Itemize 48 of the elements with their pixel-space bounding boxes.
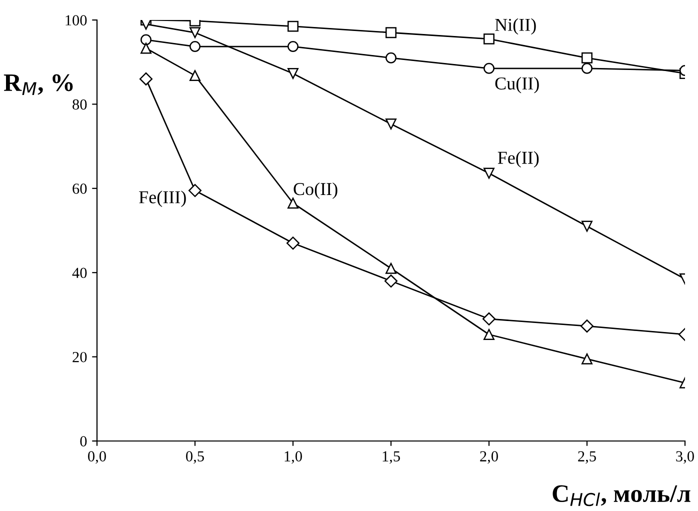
y-tick-label: 0: [80, 436, 87, 446]
point: [288, 198, 298, 209]
point: [190, 41, 200, 52]
point: [288, 20, 298, 32]
point: [386, 262, 396, 274]
y-tick-label: 100: [66, 15, 87, 26]
x-tick-label: 1,0: [284, 451, 302, 464]
y-tick-label: 20: [72, 352, 87, 362]
x-tick-label: 0,5: [186, 451, 204, 464]
point: [190, 27, 200, 38]
series-label: Fe(II): [498, 151, 539, 168]
series-label: Ni(II): [495, 18, 536, 35]
x-tick-label: 1,5: [382, 451, 400, 464]
point: [286, 236, 300, 250]
point: [484, 33, 494, 44]
point: [582, 353, 592, 364]
point: [482, 312, 496, 326]
point: [386, 27, 396, 38]
point: [580, 320, 594, 333]
point: [188, 184, 202, 198]
series-label: Fe(III): [139, 190, 186, 208]
y-tick-label: 40: [72, 268, 87, 278]
point: [484, 168, 494, 179]
point: [384, 274, 398, 288]
y-axis-title: R$_{M}$, %: [4, 74, 73, 95]
point: [288, 68, 298, 79]
point: [386, 118, 396, 130]
y-tick-label: 80: [72, 99, 87, 110]
series-label: Co(II): [294, 182, 338, 199]
x-axis-title: C$_{HCl}$, моль/л: [552, 485, 690, 506]
point: [288, 41, 298, 52]
point: [386, 52, 396, 64]
point: [140, 34, 152, 46]
point: [582, 220, 592, 232]
series-label: Cu(II): [495, 76, 539, 94]
point: [582, 62, 592, 74]
point: [582, 52, 592, 64]
point: [190, 70, 200, 82]
x-tick-label: 2,0: [480, 451, 498, 464]
x-tick-label: 2,5: [578, 451, 596, 464]
x-tick-label: 0,0: [88, 451, 106, 464]
y-tick-label: 60: [72, 184, 87, 194]
point: [140, 42, 152, 54]
x-tick-label: 3,0: [676, 451, 694, 464]
point: [140, 20, 152, 30]
point: [484, 329, 494, 340]
point: [139, 72, 153, 86]
point: [484, 62, 494, 74]
